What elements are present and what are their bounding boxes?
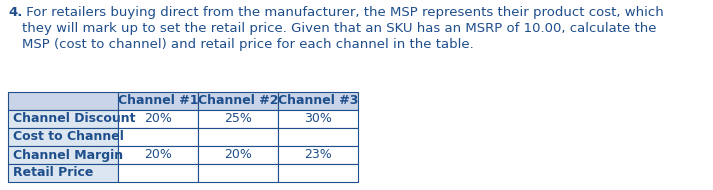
Text: Channel #3: Channel #3 (278, 94, 358, 108)
Text: 23%: 23% (304, 149, 332, 162)
Bar (118, 128, 198, 146)
Text: Cost to Channel: Cost to Channel (13, 131, 124, 143)
Text: 4.: 4. (8, 6, 22, 19)
Bar (8, 146, 118, 164)
Text: Channel #1: Channel #1 (118, 94, 198, 108)
Bar (278, 110, 358, 128)
Text: 20%: 20% (224, 149, 252, 162)
Text: Channel Margin: Channel Margin (13, 149, 123, 162)
Bar (278, 146, 358, 164)
Bar (118, 92, 198, 110)
Bar (8, 128, 118, 146)
Bar (118, 110, 198, 128)
Text: 30%: 30% (304, 112, 332, 126)
Bar (118, 146, 198, 164)
Text: Channel Discount: Channel Discount (13, 112, 135, 126)
Bar (8, 110, 118, 128)
Bar (118, 164, 198, 182)
Bar (278, 92, 358, 110)
Text: Retail Price: Retail Price (13, 166, 93, 180)
Bar (198, 128, 278, 146)
Bar (278, 128, 358, 146)
Text: 20%: 20% (144, 112, 172, 126)
Bar (198, 164, 278, 182)
Bar (8, 164, 118, 182)
Text: 25%: 25% (224, 112, 252, 126)
Text: 20%: 20% (144, 149, 172, 162)
Text: Channel #2: Channel #2 (198, 94, 278, 108)
Text: For retailers buying direct from the manufacturer, the MSP represents their prod: For retailers buying direct from the man… (22, 6, 664, 51)
Bar (198, 110, 278, 128)
Bar (198, 146, 278, 164)
Bar (278, 164, 358, 182)
Bar (198, 92, 278, 110)
Bar (8, 92, 118, 110)
